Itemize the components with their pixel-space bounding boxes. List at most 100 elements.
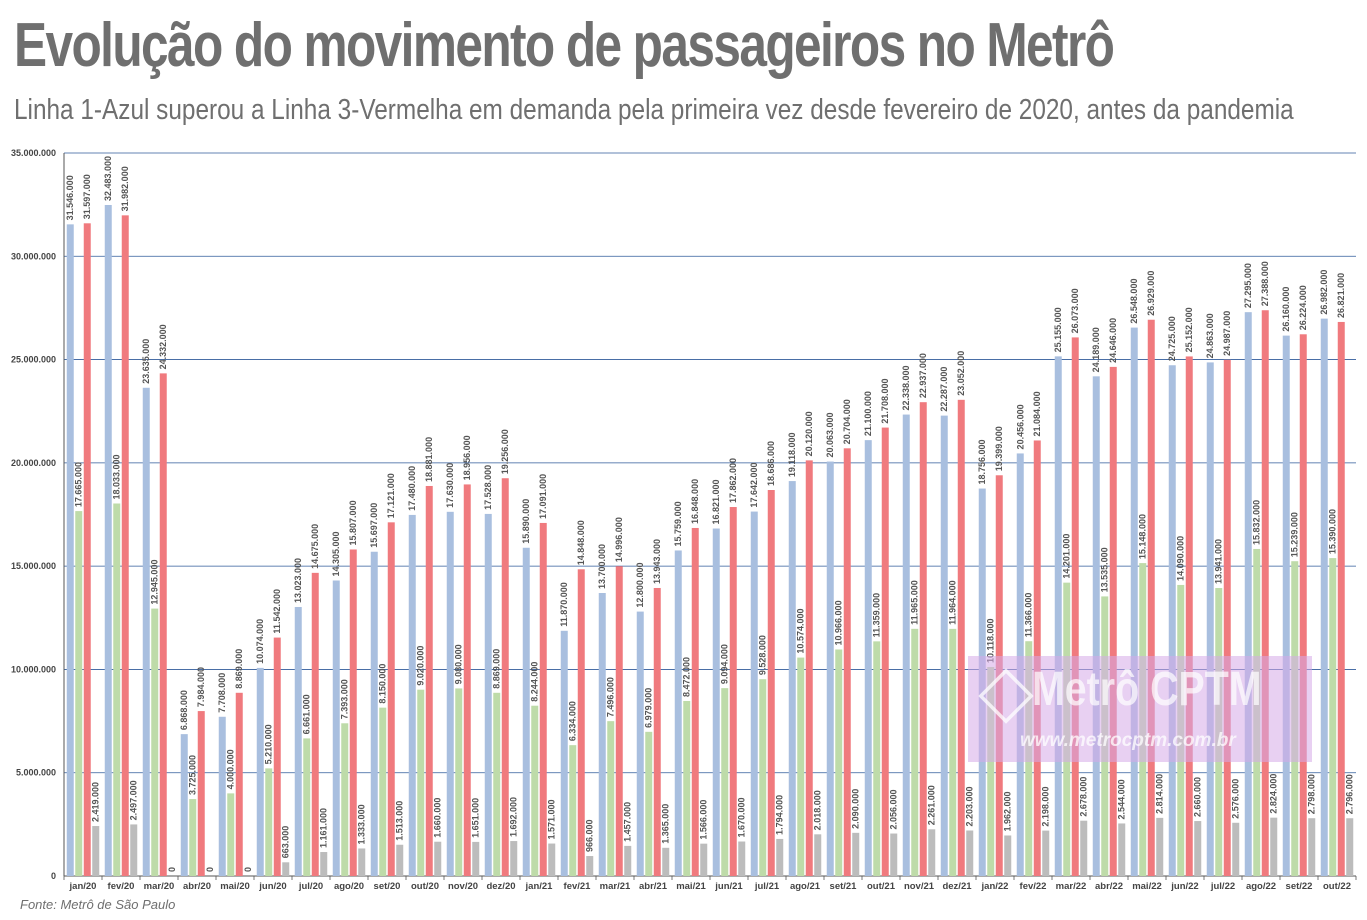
data-label: 19.256.000	[500, 429, 510, 474]
bar-series-4	[130, 824, 138, 876]
data-label: 24.987.000	[1222, 311, 1232, 356]
bar-series-3	[539, 522, 547, 876]
data-label: 17.630.000	[445, 463, 455, 508]
data-label: 15.697.000	[369, 503, 379, 548]
data-label: 1.566.000	[699, 800, 709, 840]
bar-series-2	[379, 707, 387, 876]
bar-series-3	[843, 448, 851, 876]
x-tick-label: out/20	[411, 881, 439, 892]
y-tick-label: 10.000.000	[11, 664, 56, 674]
x-tick-label: ago/20	[334, 881, 364, 892]
data-label: 12.800.000	[635, 563, 645, 608]
data-label: 11.964.000	[948, 580, 958, 625]
data-label: 8.869.000	[234, 649, 244, 689]
data-label: 18.881.000	[424, 437, 434, 482]
data-label: 966.000	[585, 819, 595, 852]
data-label: 2.090.000	[851, 789, 861, 829]
x-tick-label: fev/20	[108, 881, 135, 892]
data-label: 26.821.000	[1336, 273, 1346, 318]
data-label: 8.244.000	[530, 662, 540, 702]
bar-series-3	[311, 572, 319, 876]
bar-series-4	[776, 838, 784, 876]
bar-series-3	[197, 711, 205, 876]
bar-series-2	[189, 799, 197, 876]
data-label: 17.121.000	[386, 473, 396, 518]
x-tick-label: set/21	[830, 881, 858, 892]
bar-series-4	[358, 848, 366, 876]
bar-series-2	[455, 688, 463, 876]
data-label: 2.678.000	[1079, 777, 1089, 817]
bar-series-1	[674, 550, 682, 876]
x-tick-label: jul/21	[754, 881, 780, 892]
x-tick-label: mai/20	[220, 881, 250, 892]
bar-series-1	[1130, 327, 1138, 876]
bar-series-4	[890, 833, 898, 876]
bar-series-2	[949, 628, 957, 876]
bar-series-4	[1194, 821, 1202, 876]
x-tick-label: mar/22	[1056, 881, 1087, 892]
x-tick-label: out/21	[867, 881, 896, 892]
x-tick-label: mar/21	[600, 881, 631, 892]
bar-series-1	[66, 224, 74, 876]
bar-series-3	[235, 692, 243, 876]
data-label: 663.000	[281, 826, 291, 859]
y-tick-label: 20.000.000	[11, 458, 56, 468]
bar-series-4	[282, 862, 290, 876]
bar-series-1	[826, 461, 834, 876]
bar-series-4	[510, 841, 518, 876]
bar-series-3	[1299, 334, 1307, 876]
data-label: 2.576.000	[1231, 779, 1241, 819]
bar-series-2	[721, 688, 729, 876]
data-label: 9.094.000	[720, 644, 730, 684]
x-tick-label: set/22	[1286, 881, 1313, 892]
bar-series-3	[1109, 366, 1117, 876]
data-label: 8.869.000	[492, 649, 502, 689]
bar-series-3	[273, 637, 281, 876]
bar-series-3	[1071, 337, 1079, 876]
data-label: 18.686.000	[766, 441, 776, 486]
watermark-url: www.metrocptm.com.br	[1020, 730, 1236, 751]
bar-series-1	[902, 414, 910, 876]
data-label: 14.848.000	[576, 520, 586, 565]
bar-series-4	[1156, 817, 1164, 876]
data-label: 2.261.000	[927, 785, 937, 825]
bar-series-4	[1270, 817, 1278, 876]
bar-series-1	[294, 606, 302, 876]
data-label: 24.189.000	[1091, 327, 1101, 372]
bar-series-4	[1346, 818, 1354, 876]
bar-series-2	[911, 628, 919, 876]
bar-series-1	[1206, 362, 1214, 876]
data-label: 15.890.000	[521, 499, 531, 544]
data-label: 26.224.000	[1298, 285, 1308, 330]
bar-series-2	[417, 689, 425, 876]
x-tick-label: dez/21	[942, 881, 972, 892]
bar-series-4	[700, 843, 708, 876]
x-tick-label: abr/21	[639, 881, 668, 892]
bar-series-4	[662, 847, 670, 876]
bar-series-1	[370, 551, 378, 876]
bar-series-1	[864, 440, 872, 876]
data-label: 10.966.000	[834, 600, 844, 645]
bar-series-3	[577, 569, 585, 876]
data-label: 17.528.000	[483, 465, 493, 510]
x-tick-label: jul/20	[298, 881, 323, 892]
data-label: 15.832.000	[1252, 500, 1262, 545]
data-label: 2.798.000	[1307, 774, 1317, 814]
data-label: 1.962.000	[1003, 791, 1013, 831]
data-label: 2.544.000	[1117, 779, 1127, 819]
data-label: 26.982.000	[1319, 270, 1329, 315]
data-label: 20.456.000	[1015, 404, 1025, 449]
bar-series-3	[1147, 319, 1155, 877]
data-label: 14.675.000	[310, 524, 320, 569]
data-label: 7.708.000	[217, 673, 227, 713]
data-label: 16.821.000	[711, 479, 721, 524]
data-label: 12.945.000	[150, 560, 160, 605]
data-label: 21.084.000	[1032, 391, 1042, 436]
bar-series-1	[750, 511, 758, 876]
data-label: 11.366.000	[1024, 593, 1034, 638]
bar-series-3	[501, 478, 509, 876]
data-label: 15.390.000	[1328, 509, 1338, 554]
data-label: 23.635.000	[141, 339, 151, 384]
data-label: 21.708.000	[880, 379, 890, 424]
data-label: 6.334.000	[568, 701, 578, 741]
